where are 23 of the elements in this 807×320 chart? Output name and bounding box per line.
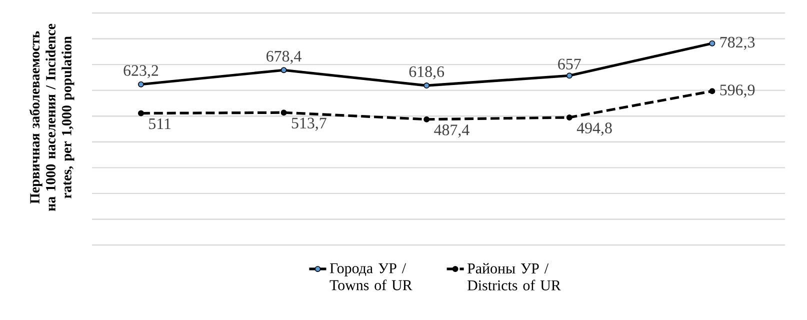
point <box>709 40 716 46</box>
point <box>566 114 572 120</box>
point <box>280 110 287 116</box>
point <box>424 116 430 122</box>
point <box>138 110 144 116</box>
data-label: 596,9 <box>720 84 755 98</box>
point <box>280 67 287 74</box>
y-axis-title: Первичная заболеваемость на 1000 населения / Incidence rates, per 1,000 population <box>29 24 74 211</box>
legend-label: Районы УР / Districts of UR <box>468 263 561 290</box>
data-label: 487,4 <box>434 124 470 138</box>
data-label: 678,4 <box>266 50 302 64</box>
data-label: 657 <box>558 58 581 70</box>
point <box>566 72 572 79</box>
data-label: 782,3 <box>720 36 755 50</box>
data-label: 618,6 <box>409 66 444 80</box>
point <box>138 81 144 88</box>
data-label: 513,7 <box>292 118 326 131</box>
legend-label: Города УР / Towns of UR <box>330 263 412 290</box>
data-label: 511 <box>149 118 171 130</box>
data-label: 623,2 <box>124 65 158 78</box>
data-label: 494,8 <box>576 122 612 136</box>
point <box>709 88 716 94</box>
point <box>424 82 430 89</box>
